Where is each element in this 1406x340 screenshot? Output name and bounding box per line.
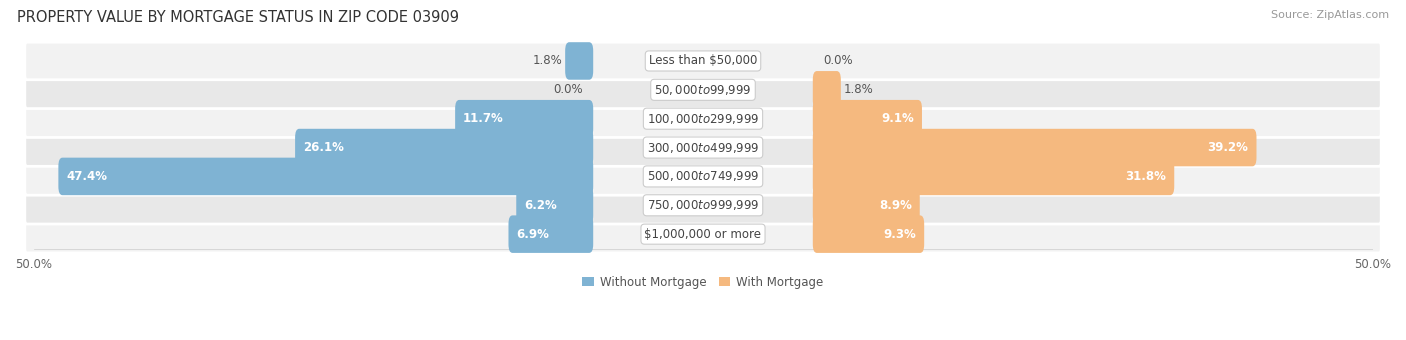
FancyBboxPatch shape [813, 158, 1174, 195]
Text: 6.9%: 6.9% [516, 228, 550, 241]
FancyBboxPatch shape [813, 215, 924, 253]
FancyBboxPatch shape [516, 187, 593, 224]
FancyBboxPatch shape [25, 42, 1381, 80]
FancyBboxPatch shape [295, 129, 593, 166]
FancyBboxPatch shape [509, 215, 593, 253]
FancyBboxPatch shape [25, 129, 1381, 166]
Text: $300,000 to $499,999: $300,000 to $499,999 [647, 140, 759, 155]
FancyBboxPatch shape [456, 100, 593, 137]
FancyBboxPatch shape [25, 187, 1381, 224]
Text: PROPERTY VALUE BY MORTGAGE STATUS IN ZIP CODE 03909: PROPERTY VALUE BY MORTGAGE STATUS IN ZIP… [17, 10, 458, 25]
FancyBboxPatch shape [25, 71, 1381, 108]
Text: 39.2%: 39.2% [1208, 141, 1249, 154]
Text: 0.0%: 0.0% [824, 54, 853, 67]
Text: $500,000 to $749,999: $500,000 to $749,999 [647, 169, 759, 183]
Text: 9.1%: 9.1% [882, 112, 914, 125]
Text: 1.8%: 1.8% [533, 54, 562, 67]
Text: 31.8%: 31.8% [1125, 170, 1166, 183]
FancyBboxPatch shape [813, 100, 922, 137]
Legend: Without Mortgage, With Mortgage: Without Mortgage, With Mortgage [578, 271, 828, 293]
Text: $1,000,000 or more: $1,000,000 or more [644, 228, 762, 241]
Text: 11.7%: 11.7% [463, 112, 503, 125]
Text: 9.3%: 9.3% [883, 228, 917, 241]
Text: Source: ZipAtlas.com: Source: ZipAtlas.com [1271, 10, 1389, 20]
FancyBboxPatch shape [813, 187, 920, 224]
Text: 26.1%: 26.1% [304, 141, 344, 154]
Text: 47.4%: 47.4% [66, 170, 107, 183]
Text: $100,000 to $299,999: $100,000 to $299,999 [647, 112, 759, 126]
Text: 1.8%: 1.8% [844, 83, 873, 96]
Text: $750,000 to $999,999: $750,000 to $999,999 [647, 198, 759, 212]
Text: $50,000 to $99,999: $50,000 to $99,999 [654, 83, 752, 97]
FancyBboxPatch shape [813, 71, 841, 108]
FancyBboxPatch shape [59, 158, 593, 195]
FancyBboxPatch shape [813, 129, 1257, 166]
FancyBboxPatch shape [25, 158, 1381, 195]
FancyBboxPatch shape [25, 215, 1381, 253]
Text: Less than $50,000: Less than $50,000 [648, 54, 758, 67]
Text: 6.2%: 6.2% [524, 199, 557, 212]
Text: 0.0%: 0.0% [553, 83, 582, 96]
FancyBboxPatch shape [25, 100, 1381, 137]
FancyBboxPatch shape [565, 42, 593, 80]
Text: 8.9%: 8.9% [879, 199, 911, 212]
